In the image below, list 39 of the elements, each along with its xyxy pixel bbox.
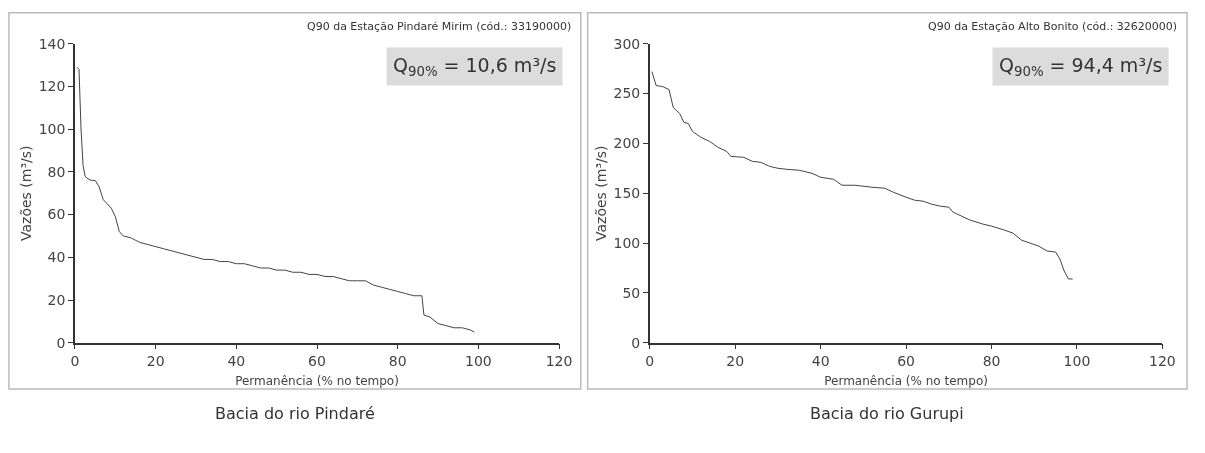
chart-title: Q90 da Estação Alto Bonito (cód.: 32620000) [928,20,1178,33]
y-axis-title: Vazões (m³/s) [592,145,609,241]
x-tick-label: 20 [146,353,165,370]
x-axis-title: Permanência (% no tempo) [235,373,399,388]
y-tick-label: 300 [613,35,641,52]
annotation: Q$_{90%}$ = 94,4 m³/s [999,54,1163,79]
x-tick-label: 120 [545,353,573,370]
annotation: Q$_{90%}$ = 10,6 m³/s [393,54,557,79]
x-axis-title: Permanência (% no tempo) [824,373,988,388]
y-tick-label: 60 [47,206,66,223]
x-tick-label: 80 [388,353,407,370]
y-tick-label: 140 [38,35,66,52]
y-axis-title: Vazões (m³/s) [17,145,34,241]
x-tick-label: 20 [726,353,745,370]
x-tick-label: 60 [308,353,326,370]
y-tick-label: 100 [38,121,66,138]
y-tick-label: 100 [613,234,641,251]
x-tick-label: 40 [227,353,246,370]
x-tick-label: 120 [1149,353,1176,370]
x-tick-label: 60 [897,353,915,370]
text: Bacia do rio Gurupi [810,404,964,423]
x-tick-label: 80 [982,353,1001,370]
y-tick-label: 80 [47,163,66,180]
y-tick-label: 200 [613,135,641,152]
y-tick-label: 40 [47,249,66,266]
chart-title: Q90 da Estação Pindaré Mirim (cód.: 33190000) [307,20,572,33]
x-tick-label: 100 [465,353,492,370]
y-tick-label: 0 [631,334,641,351]
y-tick-label: 50 [622,284,641,301]
text: Bacia do rio Pindaré [215,404,375,423]
y-tick-label: 150 [613,185,641,202]
y-tick-label: 120 [38,78,66,95]
x-tick-label: 0 [70,353,80,370]
x-tick-label: 40 [811,353,830,370]
y-tick-label: 20 [47,291,66,308]
y-tick-label: 250 [613,85,641,102]
y-tick-label: 0 [56,334,66,351]
x-tick-label: 0 [645,353,655,370]
x-tick-label: 100 [1063,353,1091,370]
